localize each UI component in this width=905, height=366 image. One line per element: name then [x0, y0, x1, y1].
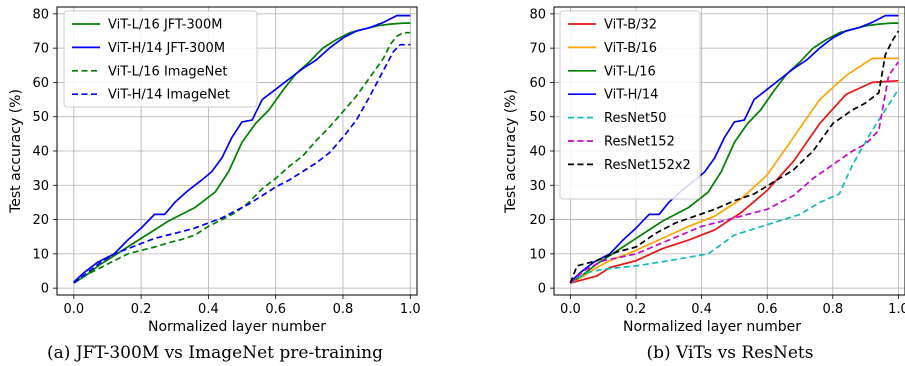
- legend-label: ResNet152: [604, 135, 675, 150]
- x-tick-label: 0.2: [626, 302, 647, 317]
- axes-frame: [56, 6, 418, 296]
- chart-b: 0 10 20 30 40 50 60 70 80 0.0 0.2 0.4 0.6 0.8 1.0 Norma…: [503, 6, 905, 363]
- y-tick-label: 30: [32, 179, 49, 194]
- chart-a: 0 10 20 30 40 50 60 70 80 0.0 0.2 0.4 0.6 0.8 1.0 Norma…: [8, 6, 421, 363]
- y-tick-label: 20: [529, 213, 546, 228]
- series-line-vit-h-14-imagenet: [73, 43, 411, 284]
- series-line-vit-b-32: [570, 79, 899, 284]
- legend-label: ViT-L/16 JFT-300M: [108, 18, 223, 33]
- y-tick-label: 10: [529, 247, 546, 262]
- legend-box: [559, 10, 701, 200]
- axes-frame: [553, 6, 905, 296]
- x-tick-label: 1.0: [400, 302, 421, 317]
- series-line-vit-l-16-imagenet: [73, 31, 411, 284]
- y-tick-label: 50: [32, 110, 49, 125]
- y-tick-label: 0: [41, 282, 49, 297]
- x-tick-label: 0.4: [691, 302, 712, 317]
- legend-label: ResNet152x2: [604, 158, 691, 173]
- legend-label: ResNet50: [604, 111, 667, 126]
- series-line-resnet152x2: [569, 30, 900, 284]
- x-tick-label: 0.2: [131, 302, 152, 317]
- y-tick-label: 10: [32, 247, 49, 262]
- x-tick-label: 0.4: [198, 302, 219, 317]
- y-axis-label: Test accuracy (%): [503, 89, 519, 214]
- x-tick-label: 1.0: [888, 302, 905, 317]
- y-tick-label: 80: [32, 7, 49, 22]
- y-tick-label: 40: [32, 145, 49, 160]
- y-tick-label: 30: [529, 179, 546, 194]
- x-tick-label: 0.0: [63, 302, 84, 317]
- y-tick-label: 60: [529, 76, 546, 91]
- figure-caption: (a) JFT-300M vs ImageNet pre-training: [47, 343, 383, 363]
- y-tick-label: 70: [32, 42, 49, 57]
- series-line-vit-h-14-jft-300m: [73, 14, 411, 283]
- legend-label: ViT-B/32: [604, 18, 657, 33]
- x-tick-label: 0.0: [560, 302, 581, 317]
- legend-label: ViT-L/16 ImageNet: [108, 64, 228, 79]
- legend-box: [63, 10, 258, 108]
- legend-label: ViT-H/14: [604, 88, 658, 103]
- y-tick-label: 50: [529, 110, 546, 125]
- x-axis-label: Normalized layer number: [148, 319, 326, 335]
- x-tick-label: 0.6: [757, 302, 778, 317]
- x-tick-label: 0.6: [265, 302, 286, 317]
- y-tick-label: 20: [32, 213, 49, 228]
- series-line-vit-b-16: [570, 57, 899, 284]
- x-tick-label: 0.8: [822, 302, 843, 317]
- legend-label: ViT-H/14 ImageNet: [108, 88, 230, 103]
- legend-label: ViT-H/14 JFT-300M: [108, 41, 225, 56]
- x-tick-label: 0.8: [333, 302, 354, 317]
- y-tick-label: 0: [538, 282, 546, 297]
- y-axis-label: Test accuracy (%): [8, 89, 24, 214]
- legend-label: ViT-B/16: [604, 41, 657, 56]
- x-axis-label: Normalized layer number: [623, 319, 801, 335]
- y-tick-label: 70: [529, 42, 546, 57]
- y-tick-label: 40: [529, 145, 546, 160]
- figure-caption: (b) ViTs vs ResNets: [646, 343, 813, 363]
- y-tick-label: 60: [32, 76, 49, 91]
- series-line-vit-h-14: [569, 14, 899, 283]
- y-tick-label: 80: [529, 7, 546, 22]
- legend-label: ViT-L/16: [604, 64, 656, 79]
- series-line-resnet50: [569, 88, 900, 284]
